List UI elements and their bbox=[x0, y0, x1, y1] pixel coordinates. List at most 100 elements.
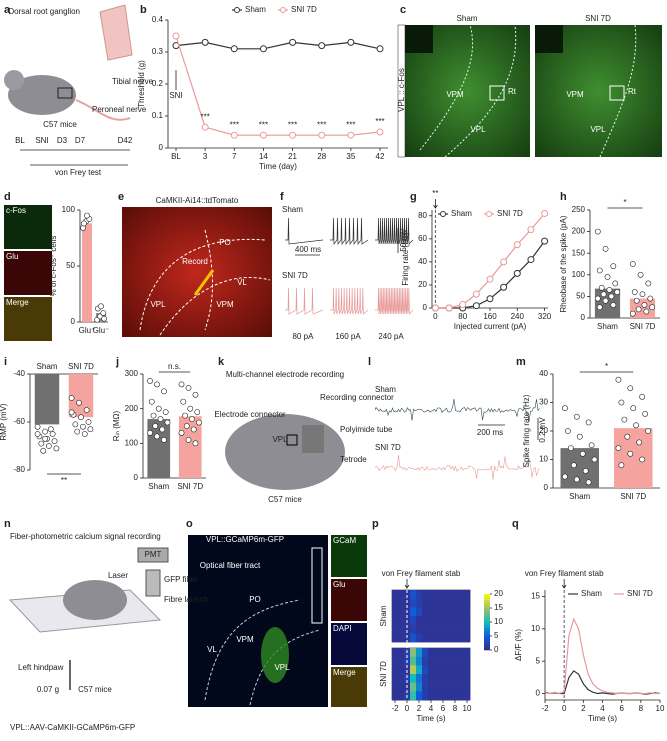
x-tick-label: SNI 7D bbox=[68, 362, 94, 371]
bar bbox=[178, 416, 202, 478]
label: 400 ms bbox=[295, 245, 321, 254]
legend-marker bbox=[280, 7, 286, 13]
heat-cell bbox=[404, 598, 411, 608]
heat-cell bbox=[458, 598, 465, 608]
heat-cell bbox=[446, 665, 453, 675]
x-tick-label: Glu⁺ bbox=[79, 326, 96, 335]
heat-cell bbox=[416, 590, 423, 599]
significance: ** bbox=[61, 476, 67, 485]
side-bar bbox=[397, 24, 406, 158]
data-point bbox=[596, 267, 603, 274]
heat-cell bbox=[434, 682, 441, 692]
heat-cell bbox=[398, 674, 405, 683]
heat-cell bbox=[452, 682, 459, 692]
mouse bbox=[8, 75, 76, 115]
data-point bbox=[645, 280, 652, 287]
heat-cell bbox=[398, 665, 405, 675]
data-point bbox=[189, 416, 195, 422]
x-tick-label: Sham bbox=[37, 362, 58, 371]
heat-cell bbox=[404, 590, 411, 599]
y-axis-label: Rᵢₙ (MΩ) bbox=[112, 410, 121, 441]
significance: *** bbox=[230, 120, 239, 129]
marker bbox=[289, 131, 297, 139]
heat-cell bbox=[398, 633, 405, 643]
y-tick-label: 0 bbox=[544, 483, 549, 492]
heat-cell bbox=[422, 616, 429, 625]
label: C57 mice bbox=[43, 120, 77, 129]
label: 160 pA bbox=[335, 332, 361, 341]
heat-cell bbox=[440, 656, 447, 666]
label: Rt bbox=[508, 87, 517, 96]
x-tick-label: 10 bbox=[656, 704, 665, 713]
y-axis-label: Threshold (g) bbox=[137, 60, 146, 108]
image-tdtomato bbox=[122, 207, 272, 337]
y-tick-label: 100 bbox=[62, 205, 76, 214]
colorbar-step bbox=[484, 633, 490, 637]
data-point bbox=[80, 220, 87, 227]
y-tick-label: 20 bbox=[539, 426, 548, 435]
heat-cell bbox=[452, 691, 459, 701]
heat-cell bbox=[422, 682, 429, 692]
x-tick-label: 21 bbox=[288, 152, 297, 161]
legend-marker bbox=[234, 7, 240, 13]
tail bbox=[75, 99, 131, 121]
marker bbox=[172, 32, 180, 40]
y-tick-label: 0 bbox=[536, 689, 541, 698]
data-point bbox=[612, 280, 619, 287]
data-point bbox=[78, 414, 84, 421]
heat-cell bbox=[398, 590, 405, 599]
marker bbox=[486, 275, 494, 283]
colorbar-step bbox=[484, 619, 490, 623]
heat-cell bbox=[392, 624, 399, 634]
heat-cell bbox=[434, 665, 441, 675]
data-point bbox=[630, 405, 637, 412]
data-point bbox=[180, 398, 187, 405]
group-label: SNI 7D bbox=[379, 661, 388, 687]
data-point bbox=[629, 310, 636, 317]
heat-cell bbox=[434, 691, 441, 701]
x-tick-label: Glu⁻ bbox=[93, 326, 110, 335]
heat-cell bbox=[410, 674, 417, 683]
x-tick-label: 160 bbox=[483, 312, 497, 321]
heat-cell bbox=[446, 691, 453, 701]
label: Sham bbox=[282, 205, 303, 214]
marker bbox=[445, 304, 453, 312]
panel-letter: c bbox=[400, 4, 406, 16]
label: 200 ms bbox=[477, 428, 503, 437]
heat-cell bbox=[434, 607, 441, 617]
heat-cell bbox=[392, 682, 399, 692]
y-tick-label: 5 bbox=[536, 656, 541, 665]
colorbar-step bbox=[484, 602, 490, 606]
series-line bbox=[544, 617, 660, 695]
marker bbox=[230, 45, 238, 53]
data-point bbox=[567, 445, 574, 451]
data-point bbox=[185, 436, 192, 443]
data-point bbox=[588, 442, 595, 449]
heat-cell bbox=[458, 682, 465, 692]
y-tick-label: 15 bbox=[531, 592, 540, 601]
heat-cell bbox=[452, 624, 459, 634]
data-point bbox=[637, 271, 644, 278]
data-point bbox=[633, 422, 640, 429]
x-tick-label: 240 bbox=[511, 312, 525, 321]
heat-cell bbox=[422, 691, 429, 701]
colorbar-step bbox=[484, 644, 490, 648]
data-point bbox=[161, 388, 167, 395]
data-point bbox=[629, 261, 636, 267]
annotation: ** bbox=[432, 189, 438, 198]
y-tick-label: 100 bbox=[572, 270, 586, 279]
heat-cell bbox=[410, 616, 417, 625]
heat-cell bbox=[452, 648, 459, 657]
x-tick-label: BL bbox=[171, 152, 181, 161]
label: VPL bbox=[150, 300, 166, 309]
y-axis-label: RMP (mV) bbox=[0, 403, 8, 441]
heat-cell bbox=[416, 616, 423, 625]
label: BL bbox=[15, 136, 25, 145]
data-point bbox=[162, 409, 169, 416]
heat-cell bbox=[434, 616, 441, 625]
bar bbox=[147, 419, 171, 478]
panel-letter: n bbox=[4, 518, 11, 530]
image-glu bbox=[4, 251, 52, 295]
x-tick-label: 4 bbox=[600, 704, 605, 713]
heat-cell bbox=[428, 665, 435, 675]
